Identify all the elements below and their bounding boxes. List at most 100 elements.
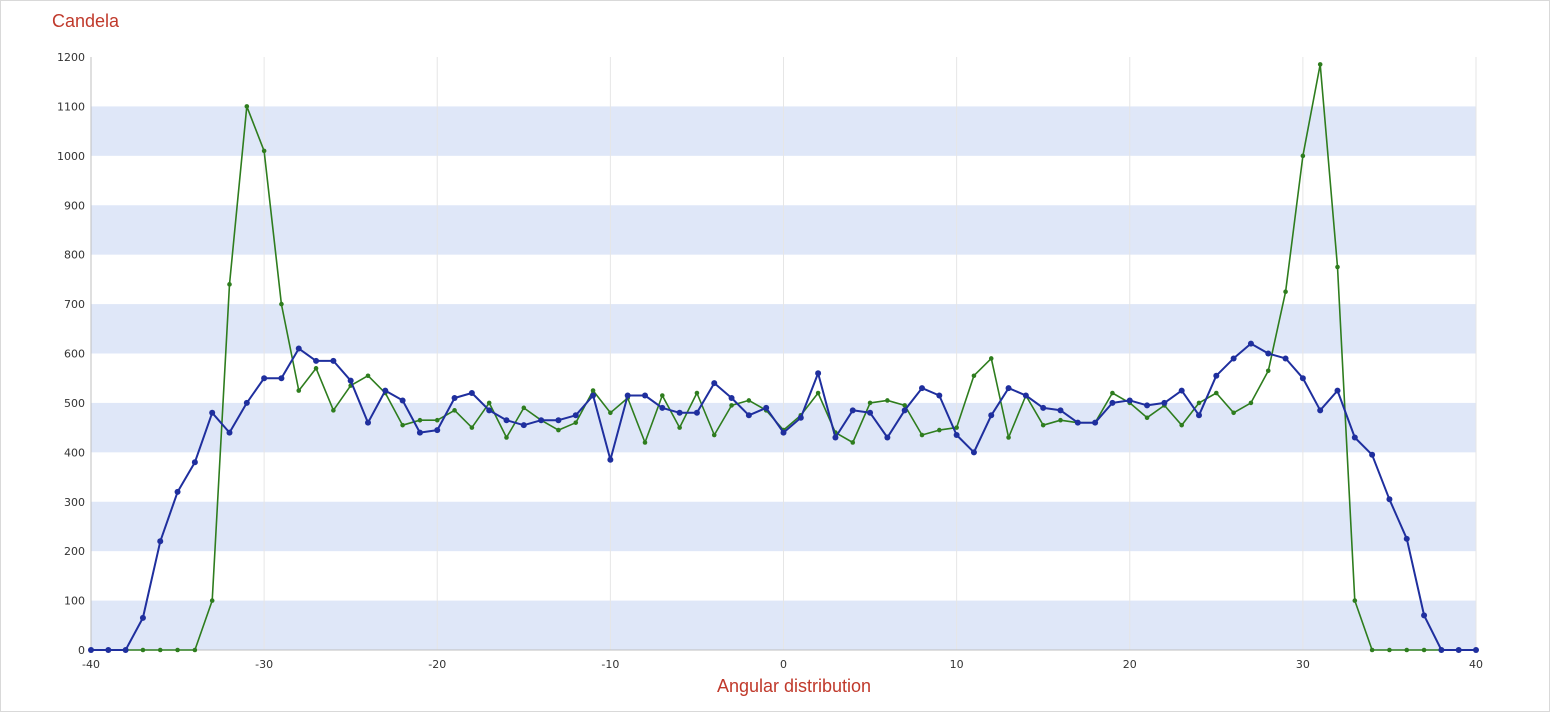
data-point-series-2 [88, 647, 94, 653]
data-point-series-1 [1300, 153, 1306, 159]
data-point-series-1 [140, 647, 146, 653]
y-tick-label: 1100 [57, 100, 85, 113]
data-point-series-2 [1213, 372, 1220, 379]
data-point-series-2 [520, 422, 527, 429]
x-tick-label: 30 [1296, 658, 1310, 671]
data-point-series-1 [313, 366, 319, 371]
data-point-series-2 [1369, 451, 1376, 458]
data-point-series-1 [1387, 647, 1392, 653]
data-point-series-2 [1161, 399, 1168, 406]
data-point-series-1 [1231, 410, 1236, 416]
data-point-series-1 [175, 647, 180, 653]
data-point-series-2 [849, 407, 856, 414]
data-point-series-2 [1022, 392, 1029, 399]
data-point-series-1 [1317, 62, 1323, 67]
data-point-series-2 [1178, 387, 1185, 394]
data-point-series-2 [1144, 402, 1151, 409]
data-point-series-1 [452, 408, 457, 413]
data-point-series-2 [763, 404, 770, 411]
data-point-series-1 [1421, 647, 1427, 653]
x-tick-label: 10 [950, 658, 964, 671]
data-point-series-1 [1196, 400, 1202, 406]
y-tick-label: 100 [64, 595, 85, 608]
data-point-series-1 [1335, 264, 1340, 270]
y-tick-label: 300 [64, 496, 85, 509]
data-point-series-1 [694, 390, 700, 396]
data-point-series-1 [937, 427, 942, 433]
data-point-series-1 [279, 301, 284, 307]
data-point-series-1 [660, 393, 665, 398]
data-point-series-2 [1230, 355, 1237, 362]
y-tick-label: 200 [64, 545, 85, 558]
data-point-series-1 [1058, 417, 1063, 423]
data-point-series-2 [1109, 399, 1116, 406]
data-point-series-2 [728, 394, 735, 401]
data-point-series-2 [313, 357, 320, 364]
data-point-series-1 [504, 435, 509, 440]
data-point-series-1 [417, 417, 423, 423]
data-point-series-2 [572, 412, 579, 419]
y-tick-label: 800 [64, 249, 85, 262]
data-point-series-2 [642, 392, 648, 399]
data-point-series-2 [659, 404, 666, 411]
data-point-series-1 [157, 647, 163, 653]
data-point-series-2 [1421, 612, 1428, 619]
y-tick-label: 0 [78, 644, 85, 657]
data-point-series-1 [1265, 368, 1271, 374]
data-point-series-1 [642, 440, 648, 445]
data-point-series-1 [1352, 598, 1358, 603]
data-point-series-2 [988, 412, 995, 419]
data-point-series-2 [1282, 355, 1289, 362]
data-point-series-2 [486, 407, 493, 414]
data-point-series-1 [850, 440, 856, 445]
data-point-series-1 [400, 422, 405, 428]
data-point-series-1 [590, 388, 596, 393]
data-point-series-2 [1005, 385, 1012, 392]
data-point-series-2 [1351, 434, 1358, 441]
data-point-series-2 [815, 370, 822, 377]
data-point-series-2 [867, 409, 874, 416]
data-point-series-2 [624, 392, 631, 399]
data-point-series-1 [1144, 415, 1150, 421]
data-point-series-1 [556, 427, 561, 433]
data-point-series-2 [590, 392, 597, 399]
data-point-series-2 [1317, 407, 1324, 414]
data-point-series-2 [780, 429, 787, 436]
data-point-series-2 [416, 429, 423, 436]
data-point-series-2 [174, 488, 181, 495]
data-point-series-2 [1247, 340, 1254, 347]
data-point-series-1 [1214, 390, 1219, 396]
data-point-series-1 [1404, 647, 1410, 653]
data-point-series-2 [451, 394, 458, 401]
y-tick-label: 1000 [57, 150, 85, 163]
data-point-series-1 [573, 420, 579, 425]
data-point-series-1 [902, 403, 907, 408]
data-point-series-2 [1438, 647, 1445, 653]
data-point-series-1 [988, 356, 994, 361]
data-point-series-2 [209, 409, 216, 416]
data-point-series-2 [295, 345, 302, 352]
data-point-series-2 [226, 429, 233, 436]
data-point-series-2 [693, 409, 700, 416]
data-point-series-1 [885, 398, 890, 403]
data-point-series-2 [1334, 387, 1341, 394]
y-tick-label: 500 [64, 397, 85, 410]
data-point-series-1 [486, 400, 492, 406]
data-point-series-1 [746, 398, 752, 403]
data-point-series-1 [1179, 422, 1184, 428]
data-point-series-1 [919, 432, 925, 438]
data-point-series-2 [365, 419, 371, 426]
data-point-series-2 [399, 397, 406, 404]
data-point-series-2 [607, 456, 614, 463]
data-point-series-2 [953, 432, 960, 439]
data-point-series-1 [867, 400, 873, 406]
y-tick-label: 700 [64, 298, 85, 311]
data-point-series-1 [1110, 390, 1115, 396]
data-point-series-2 [122, 647, 129, 653]
data-point-series-2 [832, 434, 839, 441]
data-point-series-1 [296, 388, 302, 393]
data-point-series-1 [227, 282, 232, 287]
data-point-series-1 [365, 373, 371, 379]
data-point-series-2 [1386, 496, 1393, 503]
x-tick-label: -40 [82, 658, 100, 671]
